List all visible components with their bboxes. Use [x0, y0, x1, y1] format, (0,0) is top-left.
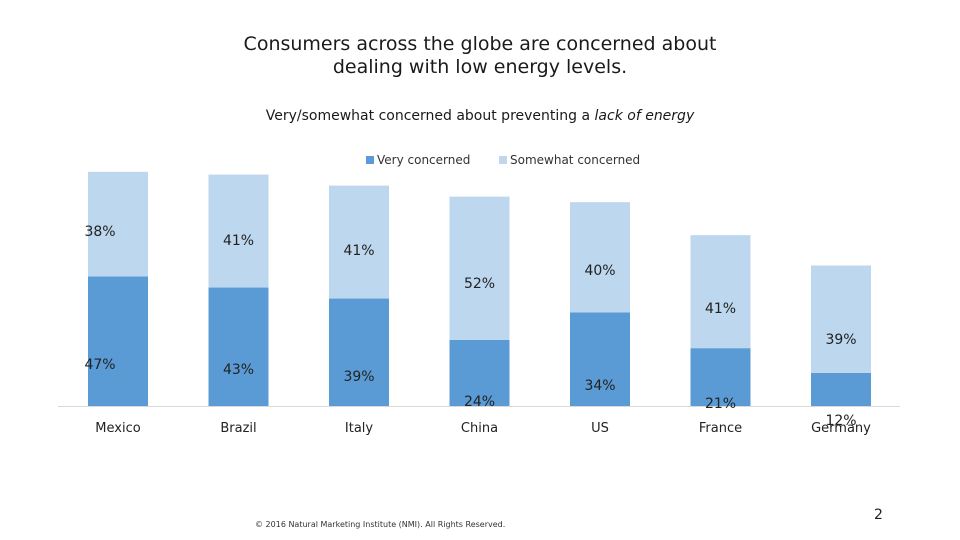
category-label-france: France	[699, 421, 742, 436]
legend-swatch-very	[366, 156, 374, 164]
bar-somewhat-italy	[329, 185, 389, 299]
bar-somewhat-us	[570, 202, 630, 313]
bar-somewhat-brazil	[208, 174, 269, 288]
bar-very-france	[690, 348, 751, 406]
chart-title: Consumers across the globe are concerned…	[180, 33, 780, 79]
legend-item-somewhat: Somewhat concerned	[499, 153, 640, 167]
label-somewhat-china: 52%	[464, 276, 495, 292]
legend-label-very: Very concerned	[377, 153, 471, 167]
bar-somewhat-china	[449, 196, 510, 340]
category-label-us: US	[591, 421, 609, 436]
chart-subtitle: Very/somewhat concerned about preventing…	[180, 108, 780, 124]
label-somewhat-mexico: 38%	[84, 224, 115, 240]
category-label-brazil: Brazil	[220, 421, 256, 436]
label-somewhat-us: 40%	[584, 263, 615, 279]
label-very-germany: 12%	[825, 413, 856, 429]
page-number: 2	[874, 507, 883, 523]
category-label-china: China	[461, 421, 498, 436]
label-very-brazil: 43%	[223, 362, 254, 378]
label-very-italy: 39%	[343, 369, 374, 385]
legend: Very concerned Somewhat concerned	[0, 153, 960, 169]
subtitle-text: Very/somewhat concerned about preventing…	[265, 108, 595, 124]
category-label-germany: Germany	[811, 421, 871, 436]
bar-very-us	[570, 312, 630, 406]
legend-swatch-somewhat	[499, 156, 507, 164]
legend-item-very: Very concerned	[366, 153, 470, 167]
bar-very-italy	[329, 298, 389, 406]
label-very-mexico: 47%	[84, 357, 115, 373]
chart-title-line-1: Consumers across the globe are concerned…	[243, 33, 717, 55]
bar-somewhat-mexico	[88, 171, 148, 277]
label-very-us: 34%	[584, 378, 615, 394]
bar-somewhat-france	[690, 235, 751, 349]
label-very-france: 21%	[705, 396, 736, 412]
chart-title-line-2: dealing with low energy levels.	[332, 56, 628, 78]
bar-very-germany	[811, 372, 871, 406]
category-label-mexico: Mexico	[95, 421, 140, 436]
bar-very-china	[449, 339, 510, 406]
subtitle-emphasis: lack of energy	[594, 108, 695, 124]
bar-very-brazil	[208, 287, 269, 406]
label-somewhat-germany: 39%	[825, 332, 856, 348]
copyright-footer: © 2016 Natural Marketing Institute (NMI)…	[255, 520, 506, 529]
label-somewhat-france: 41%	[705, 301, 736, 317]
bar-very-mexico	[88, 276, 148, 406]
category-label-italy: Italy	[345, 421, 374, 436]
label-somewhat-italy: 41%	[343, 243, 374, 259]
label-very-china: 24%	[464, 394, 495, 410]
legend-label-somewhat: Somewhat concerned	[510, 153, 641, 167]
bar-somewhat-germany	[811, 265, 871, 373]
label-somewhat-brazil: 41%	[223, 233, 254, 249]
